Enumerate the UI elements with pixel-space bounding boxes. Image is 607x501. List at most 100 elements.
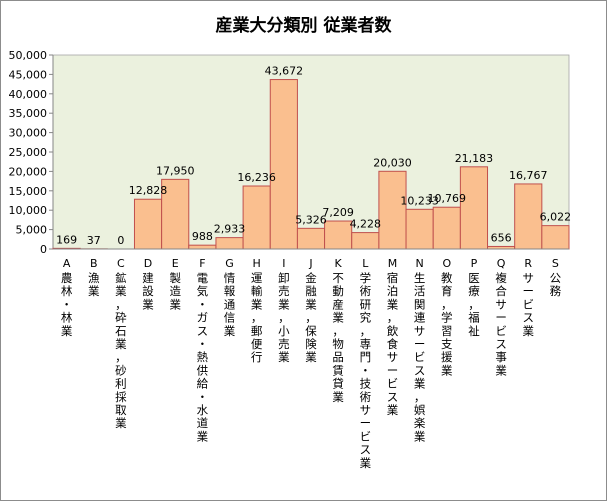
bar-G bbox=[215, 237, 244, 250]
category-letter: K bbox=[335, 257, 343, 270]
category-name: 教育，学習支援業 bbox=[441, 271, 453, 377]
value-label-L: 4,228 bbox=[350, 218, 382, 231]
value-label-I: 43,672 bbox=[265, 65, 304, 78]
category-letter: M bbox=[388, 257, 398, 270]
y-tick-label: 10,000 bbox=[9, 204, 48, 217]
category-name: 学術研究，専門・技術サービス業 bbox=[360, 271, 372, 470]
value-label-J: 5,326 bbox=[295, 213, 327, 226]
category-label-C: C鉱業，砕石業，砂利採取業 bbox=[115, 257, 127, 430]
category-letter: D bbox=[144, 257, 152, 270]
value-label-N: 10,233 bbox=[400, 194, 439, 207]
category-letter: E bbox=[172, 257, 179, 270]
category-name: 宿泊業，飲食サービス業 bbox=[387, 271, 399, 417]
value-label-E: 17,950 bbox=[156, 164, 195, 177]
category-name: サービス業 bbox=[523, 271, 535, 338]
bar-D bbox=[133, 198, 163, 250]
category-letter: R bbox=[524, 257, 532, 270]
category-label-P: P医療，福祉 bbox=[468, 257, 480, 338]
category-letter: F bbox=[199, 257, 205, 270]
bar-S bbox=[541, 225, 570, 250]
category-letter: C bbox=[117, 257, 125, 270]
bars bbox=[52, 79, 570, 250]
category-letter: Q bbox=[497, 257, 506, 270]
category-name: 農林・林業 bbox=[61, 271, 73, 338]
y-tick-label: 40,000 bbox=[9, 88, 48, 101]
category-letter: J bbox=[308, 257, 312, 270]
category-letter: S bbox=[552, 257, 559, 270]
value-label-P: 21,183 bbox=[455, 152, 494, 165]
category-letter: I bbox=[282, 257, 285, 270]
category-letter: H bbox=[253, 257, 261, 270]
value-label-R: 16,767 bbox=[509, 169, 548, 182]
category-label-B: B漁業 bbox=[88, 257, 100, 298]
category-name: 生活関連サービス業，娯楽業 bbox=[414, 271, 426, 443]
category-letter: O bbox=[442, 257, 451, 270]
category-label-F: F電気・ガス・熱供給・水道業 bbox=[197, 257, 209, 443]
y-tick-label: 50,000 bbox=[9, 49, 48, 62]
bar-I bbox=[269, 79, 298, 250]
category-name: 公務 bbox=[550, 271, 562, 298]
bar-E bbox=[161, 178, 190, 250]
value-label-D: 12,828 bbox=[129, 184, 168, 197]
value-label-Q: 656 bbox=[491, 231, 512, 244]
category-letter: B bbox=[90, 257, 98, 270]
category-name: 漁業 bbox=[88, 271, 100, 298]
category-letter: P bbox=[471, 257, 478, 270]
value-label-F: 988 bbox=[192, 230, 213, 243]
value-label-M: 20,030 bbox=[373, 156, 412, 169]
category-name: 金融業，保険業 bbox=[305, 271, 317, 364]
bar-P bbox=[459, 166, 489, 250]
value-label-H: 16,236 bbox=[237, 171, 276, 184]
value-label-A: 169 bbox=[56, 233, 77, 246]
y-tick-label: 0 bbox=[40, 243, 47, 256]
bar-N bbox=[405, 208, 434, 250]
category-name: 電気・ガス・熱供給・水道業 bbox=[197, 271, 209, 443]
y-axis: 0 5,000 10,000 15,000 20,000 25,000 30,000 35,0… bbox=[9, 49, 54, 256]
bar-M bbox=[378, 170, 407, 250]
category-name: 卸売業，小売業 bbox=[278, 271, 290, 364]
category-name: 情報通信業 bbox=[224, 271, 236, 338]
category-letter: L bbox=[362, 257, 369, 270]
value-label-C: 0 bbox=[117, 234, 124, 247]
category-letter: G bbox=[225, 257, 234, 270]
category-label-O: O教育，学習支援業 bbox=[441, 257, 453, 377]
category-name: 複合サービス事業 bbox=[495, 271, 507, 377]
bar-J bbox=[296, 227, 326, 250]
bar-O bbox=[432, 206, 461, 250]
bar-L bbox=[351, 232, 380, 250]
category-label-A: A農林・林業 bbox=[61, 257, 73, 338]
value-label-G: 2,933 bbox=[214, 223, 246, 236]
category-name: 運輸業，郵便行 bbox=[251, 271, 263, 364]
value-label-B: 37 bbox=[87, 234, 101, 247]
bar-R bbox=[514, 183, 543, 250]
category-name: 鉱業，砕石業，砂利採取業 bbox=[115, 271, 127, 430]
bar-K bbox=[324, 220, 353, 250]
y-tick-label: 25,000 bbox=[9, 146, 48, 159]
value-label-K: 7,209 bbox=[322, 206, 354, 219]
value-label-O: 10,769 bbox=[428, 192, 467, 205]
chart-title: 産業大分類別 従業者数 bbox=[215, 16, 392, 36]
category-name: 建設業 bbox=[142, 271, 154, 311]
category-name: 不動産業，物品賃貸業 bbox=[332, 271, 344, 404]
bar-H bbox=[242, 185, 271, 250]
category-letter: A bbox=[63, 257, 71, 270]
y-tick-label: 35,000 bbox=[9, 107, 48, 120]
y-tick-label: 30,000 bbox=[9, 127, 48, 140]
y-tick-label: 15,000 bbox=[9, 185, 48, 198]
